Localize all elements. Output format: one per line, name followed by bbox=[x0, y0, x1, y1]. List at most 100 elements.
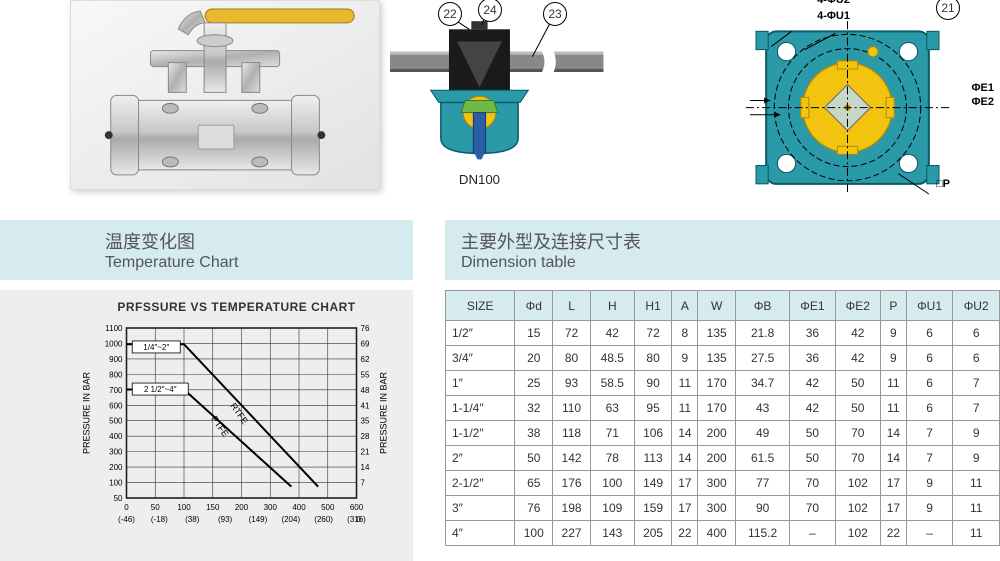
ann-e1: ΦE1 bbox=[972, 82, 994, 94]
svg-text:14: 14 bbox=[361, 463, 370, 472]
table-cell: 17 bbox=[880, 496, 906, 521]
svg-text:100: 100 bbox=[109, 479, 123, 488]
table-cell: 50 bbox=[515, 446, 553, 471]
table-cell: 1-1/4″ bbox=[446, 396, 515, 421]
table-row: 4″10022714320522400115.2–10222–11 bbox=[446, 521, 1000, 546]
table-cell: 50 bbox=[790, 446, 835, 471]
table-cell: 9 bbox=[953, 421, 1000, 446]
svg-text:21: 21 bbox=[361, 448, 370, 457]
table-cell: 14 bbox=[880, 421, 906, 446]
callout-22: 22 bbox=[438, 2, 462, 26]
table-cell: 36 bbox=[790, 346, 835, 371]
table-cell: 48.5 bbox=[590, 346, 634, 371]
table-cell: 20 bbox=[515, 346, 553, 371]
table-cell: 142 bbox=[553, 446, 591, 471]
table-cell: 6 bbox=[906, 396, 953, 421]
svg-text:(38): (38) bbox=[185, 515, 200, 524]
table-cell: 6 bbox=[953, 346, 1000, 371]
table-row: 2-1/2″6517610014917300777010217911 bbox=[446, 471, 1000, 496]
table-cell: 102 bbox=[835, 471, 880, 496]
table-cell: 90 bbox=[634, 371, 672, 396]
product-photo bbox=[70, 0, 380, 190]
svg-text:RTFE: RTFE bbox=[228, 401, 250, 426]
table-cell: 71 bbox=[590, 421, 634, 446]
svg-text:800: 800 bbox=[109, 370, 123, 379]
svg-text:48: 48 bbox=[361, 386, 370, 395]
svg-text:(204): (204) bbox=[281, 515, 300, 524]
table-cell: 176 bbox=[553, 471, 591, 496]
table-cell: 149 bbox=[634, 471, 672, 496]
svg-text:600: 600 bbox=[350, 503, 364, 512]
table-cell: 38 bbox=[515, 421, 553, 446]
table-cell: 42 bbox=[790, 396, 835, 421]
header-left-cn: 温度变化图 bbox=[105, 228, 413, 254]
table-cell: 50 bbox=[790, 421, 835, 446]
table-row: 3″7619810915917300907010217911 bbox=[446, 496, 1000, 521]
header-right: 主要外型及连接尺寸表 Dimension table bbox=[445, 220, 1000, 280]
dn-label: DN100 bbox=[459, 172, 500, 187]
table-cell: 50 bbox=[835, 371, 880, 396]
table-cell: 11 bbox=[672, 371, 698, 396]
table-cell: 200 bbox=[698, 446, 736, 471]
svg-text:500: 500 bbox=[109, 417, 123, 426]
table-cell: 80 bbox=[634, 346, 672, 371]
table-cell: 106 bbox=[634, 421, 672, 446]
table-cell: 6 bbox=[953, 321, 1000, 346]
table-cell: 17 bbox=[672, 496, 698, 521]
svg-text:150: 150 bbox=[206, 503, 220, 512]
table-cell: 17 bbox=[880, 471, 906, 496]
table-cell: 77 bbox=[736, 471, 790, 496]
table-cell: 6 bbox=[906, 346, 953, 371]
table-cell: 1-1/2″ bbox=[446, 421, 515, 446]
table-cell: 7 bbox=[906, 421, 953, 446]
svg-text:PRESSURE IN BAR: PRESSURE IN BAR bbox=[379, 371, 389, 454]
table-cell: 170 bbox=[698, 396, 736, 421]
table-cell: 90 bbox=[736, 496, 790, 521]
ann-u2: 4-ΦU2 bbox=[817, 0, 850, 6]
svg-text:400: 400 bbox=[109, 432, 123, 441]
svg-text:(-46): (-46) bbox=[118, 515, 135, 524]
table-cell: 70 bbox=[835, 446, 880, 471]
table-cell: 227 bbox=[553, 521, 591, 546]
table-cell: 113 bbox=[634, 446, 672, 471]
svg-text:2 1/2″~4″: 2 1/2″~4″ bbox=[144, 385, 177, 394]
table-col-11: ΦU1 bbox=[906, 291, 953, 321]
svg-text:35: 35 bbox=[361, 417, 370, 426]
table-cell: 300 bbox=[698, 496, 736, 521]
svg-text:(260): (260) bbox=[314, 515, 333, 524]
svg-text:(-18): (-18) bbox=[151, 515, 168, 524]
ann-e2: ΦE2 bbox=[972, 96, 994, 108]
table-col-0: SIZE bbox=[446, 291, 515, 321]
svg-text:1000: 1000 bbox=[105, 339, 123, 348]
table-col-7: ΦB bbox=[736, 291, 790, 321]
table-col-10: P bbox=[880, 291, 906, 321]
svg-text:100: 100 bbox=[177, 503, 191, 512]
table-cell: 4″ bbox=[446, 521, 515, 546]
table-cell: 32 bbox=[515, 396, 553, 421]
svg-text:400: 400 bbox=[292, 503, 306, 512]
table-cell: 135 bbox=[698, 346, 736, 371]
table-cell: 17 bbox=[672, 471, 698, 496]
svg-text:600: 600 bbox=[109, 401, 123, 410]
table-cell: 135 bbox=[698, 321, 736, 346]
table-cell: 9 bbox=[672, 346, 698, 371]
table-cell: 22 bbox=[672, 521, 698, 546]
table-col-3: H bbox=[590, 291, 634, 321]
svg-text:1100: 1100 bbox=[105, 324, 123, 333]
header-right-cn: 主要外型及连接尺寸表 bbox=[461, 228, 1000, 254]
table-row: 2″50142781131420061.550701479 bbox=[446, 446, 1000, 471]
table-cell: 14 bbox=[672, 421, 698, 446]
table-cell: 2-1/2″ bbox=[446, 471, 515, 496]
table-cell: 34.7 bbox=[736, 371, 790, 396]
table-cell: 63 bbox=[590, 396, 634, 421]
svg-text:(149): (149) bbox=[249, 515, 268, 524]
svg-text:50: 50 bbox=[151, 503, 160, 512]
table-col-12: ΦU2 bbox=[953, 291, 1000, 321]
table-cell: 42 bbox=[835, 321, 880, 346]
table-cell: 95 bbox=[634, 396, 672, 421]
table-col-4: H1 bbox=[634, 291, 672, 321]
table-cell: 1/2″ bbox=[446, 321, 515, 346]
table-cell: 198 bbox=[553, 496, 591, 521]
svg-text:700: 700 bbox=[109, 386, 123, 395]
table-cell: 72 bbox=[634, 321, 672, 346]
